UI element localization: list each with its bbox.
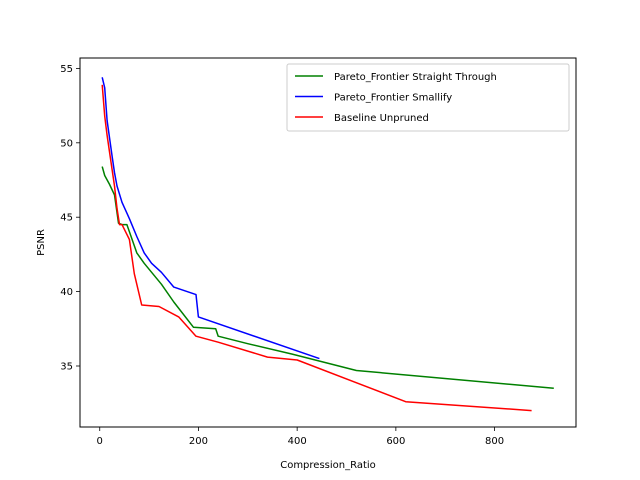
- plot-lines: [101, 77, 554, 412]
- series-line-1: [101, 166, 554, 390]
- y-axis-label: PSNR: [36, 229, 47, 256]
- legend: Pareto_Frontier Straight Through Pareto_F…: [286, 63, 570, 132]
- x-tick-label: 400: [288, 436, 307, 447]
- y-tick-label: 45: [60, 213, 73, 224]
- y-tick-label: 40: [60, 287, 73, 298]
- x-tick-label: 200: [189, 436, 208, 447]
- series-line-2: [101, 77, 320, 360]
- y-axis: 35 40 45 50 55: [60, 64, 80, 372]
- x-tick-label: 800: [485, 436, 504, 447]
- y-tick-label: 50: [60, 138, 73, 149]
- legend-label-1: Pareto_Frontier Straight Through: [334, 72, 497, 83]
- legend-box: [286, 63, 570, 132]
- legend-label-3: Baseline Unpruned: [334, 113, 429, 124]
- series-line-3: [101, 84, 532, 412]
- y-tick-label: 35: [60, 361, 73, 372]
- plot-frame: [79, 57, 577, 428]
- x-tick-label: 600: [386, 436, 405, 447]
- x-tick-label: 0: [97, 436, 103, 447]
- x-axis: 0 200 400 600 800: [97, 427, 504, 447]
- x-axis-label: Compression_Ratio: [280, 460, 376, 471]
- y-tick-label: 55: [60, 64, 73, 75]
- legend-label-2: Pareto_Frontier Smallify: [334, 93, 452, 104]
